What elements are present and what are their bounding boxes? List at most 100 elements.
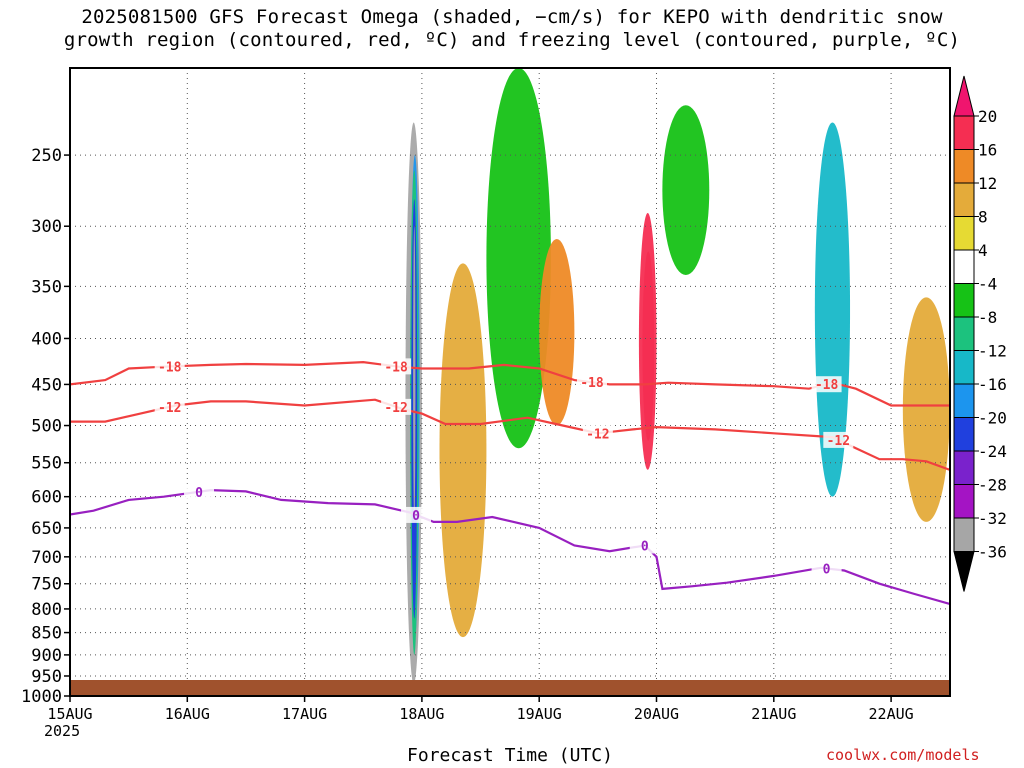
ground-strip [70,680,950,695]
pressure-tick-label: 600 [31,488,62,508]
pressure-tick-label: 750 [31,575,62,595]
contour-label: -18 [158,360,182,375]
pressure-tick-label: 250 [31,146,62,166]
x-axis-title: Forecast Time (UTC) [407,745,613,766]
colorbar-bin [953,450,975,485]
colorbar-label: -4 [978,275,997,294]
omega-feature [902,297,950,522]
colorbar-label: 8 [978,208,988,227]
contour-label-bg [184,483,215,500]
contour-label: 0 [641,540,649,555]
contour-line [70,488,950,606]
pressure-tick-label: 900 [31,646,62,666]
chart-title-line1: 2025081500 GFS Forecast Omega (shaded, −… [81,6,943,28]
contour-label-bg [823,431,854,448]
pressure-tick-label: 450 [31,375,62,395]
colorbar-bin [953,350,975,385]
contour-label-bg [629,537,660,554]
pressure-tick-label: 350 [31,277,62,297]
time-tick-label: 21AUG [751,705,796,723]
colorbar-label: -36 [978,543,1007,562]
contour-label: -18 [580,376,604,391]
colorbar-bin [953,383,975,418]
colorbar-bin [953,283,975,318]
colorbar-label: -32 [978,509,1007,528]
pressure-tick-label: 800 [31,600,62,620]
contour-label-bg [576,374,607,391]
contour-label-bg [582,425,613,442]
pressure-tick-label: 550 [31,454,62,474]
colorbar-label: -20 [978,409,1007,428]
omega-core [644,275,653,410]
colorbar-bottom-arrow [953,551,975,592]
contour-label: -18 [384,360,408,375]
pressure-tick-label: 500 [31,417,62,437]
pressure-axis: 2503003504004505005506006507007508008509… [21,146,70,707]
contour-label: 0 [195,486,203,501]
omega-feature [662,105,710,276]
time-tick-label: 19AUG [517,705,562,723]
contour-label-bg [381,358,412,375]
contour-label-bg [811,376,842,393]
time-tick-label: 17AUG [282,705,327,723]
omega-shading [405,68,950,685]
colorbar-label: -16 [978,375,1007,394]
colorbar-bin [953,249,975,284]
pressure-tick-label: 650 [31,519,62,539]
time-tick-label: 18AUG [399,705,444,723]
pressure-tick-label: 300 [31,217,62,237]
colorbar-top-arrow [953,75,975,117]
colorbar-label: 4 [978,241,988,260]
pressure-tick-label: 1000 [21,687,62,707]
colorbar-label: -24 [978,442,1007,461]
contour-label: -12 [384,401,407,416]
time-tick-label: 20AUG [634,705,679,723]
pressure-tick-label: 700 [31,548,62,568]
colorbar-bin [953,149,975,184]
colorbar-label: -12 [978,342,1007,361]
contour-label: 0 [823,562,831,577]
omega-feature [486,68,551,449]
start-year-label: 2025 [44,722,81,740]
time-axis: 15AUG 16AUG 17AUG 18AUG 19AUG 20AUG 21AUG 22AUG [47,696,914,723]
time-tick-label: 22AUG [869,705,914,723]
contour-label: 0 [412,509,420,524]
colorbar-label: -8 [978,308,997,327]
colorbar: 20 16 12 8 4 -4 -8 -12 -16 -20 -24 -28 -32 -36 [953,75,1007,592]
pressure-tick-label: 400 [31,329,62,349]
contour-label-bg [154,398,185,415]
colorbar-bin [953,417,975,452]
colorbar-bin [953,316,975,351]
colorbar-bin [953,216,975,251]
contour-label: -18 [815,378,839,393]
contour-label-bg [381,398,412,415]
colorbar-bin [953,517,975,552]
contour-line [70,398,950,471]
time-tick-label: 16AUG [165,705,210,723]
time-tick-label: 15AUG [47,705,92,723]
colorbar-bin [953,115,975,150]
temperature-contours: -18 -18 -18 -18 -12 -12 -12 -12 0 0 0 0 [70,358,950,606]
colorbar-label: 20 [978,107,997,126]
pressure-tick-label: 850 [31,624,62,644]
colorbar-bin [953,182,975,217]
contour-label: -12 [586,427,609,442]
pressure-tick-label: 950 [31,667,62,687]
colorbar-bin [953,484,975,519]
colorbar-label: 16 [978,141,997,160]
contour-label: -12 [158,401,181,416]
omega-feature [539,239,575,426]
omega-feature [814,122,851,497]
colorbar-label: 12 [978,174,997,193]
contour-label-bg [401,506,432,523]
omega-feature [439,263,487,638]
contour-label: -12 [827,434,850,449]
contour-label-bg [811,560,842,577]
colorbar-label: -28 [978,476,1007,495]
chart-title-line2: growth region (contoured, red, ºC) and f… [63,29,961,51]
omega-core [413,226,416,522]
contour-label-bg [154,358,185,375]
credit-link[interactable]: coolwx.com/models [826,746,980,764]
plot-frame [69,67,951,697]
